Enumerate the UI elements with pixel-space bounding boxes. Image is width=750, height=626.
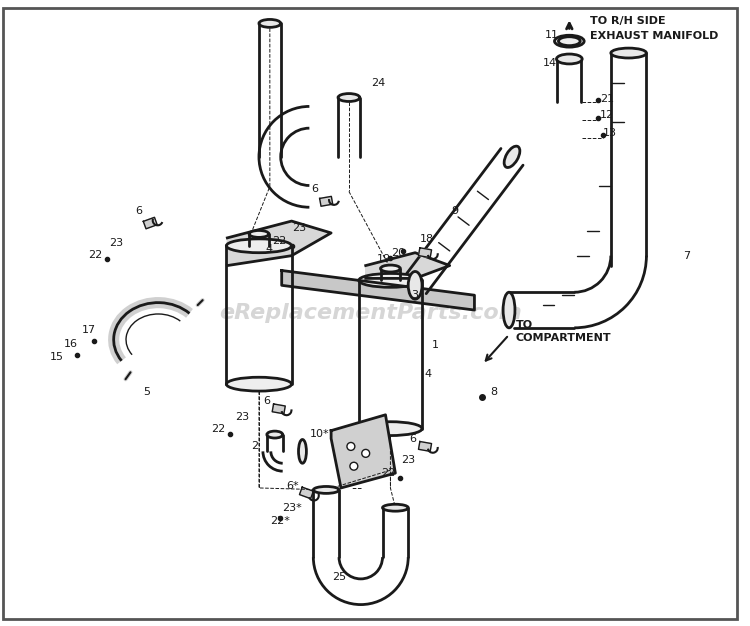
Text: 22: 22	[381, 468, 395, 478]
Text: 8: 8	[490, 387, 498, 397]
Text: 25: 25	[332, 572, 346, 582]
Text: eReplacementParts.com: eReplacementParts.com	[219, 303, 522, 323]
Ellipse shape	[314, 486, 339, 493]
Text: 14: 14	[542, 58, 556, 68]
Text: 7: 7	[683, 250, 691, 260]
Ellipse shape	[338, 93, 360, 101]
Ellipse shape	[559, 37, 580, 46]
Text: 6: 6	[410, 434, 417, 444]
Ellipse shape	[226, 239, 292, 253]
Text: 23: 23	[110, 238, 124, 248]
Ellipse shape	[362, 449, 370, 458]
Ellipse shape	[504, 146, 520, 168]
Text: 10*: 10*	[310, 429, 329, 439]
Polygon shape	[227, 221, 331, 265]
Ellipse shape	[554, 35, 584, 47]
Ellipse shape	[226, 377, 292, 391]
Ellipse shape	[503, 292, 515, 328]
Ellipse shape	[610, 48, 646, 58]
Polygon shape	[272, 404, 285, 414]
Text: 2: 2	[251, 441, 259, 451]
Text: 23: 23	[292, 223, 307, 233]
Text: COMPARTMENT: COMPARTMENT	[516, 332, 611, 342]
Text: 23*: 23*	[282, 503, 302, 513]
Text: 5: 5	[142, 387, 150, 397]
Text: 17: 17	[82, 325, 96, 335]
Text: 22*: 22*	[270, 516, 290, 526]
Text: 21: 21	[600, 93, 614, 103]
Text: 6: 6	[310, 185, 318, 195]
Text: 6: 6	[263, 396, 270, 406]
Text: 24: 24	[371, 78, 386, 88]
Polygon shape	[299, 487, 314, 499]
Text: 18: 18	[420, 234, 434, 244]
Ellipse shape	[358, 422, 422, 436]
Text: TO R/H SIDE: TO R/H SIDE	[590, 16, 666, 26]
Text: EXHAUST MANIFOLD: EXHAUST MANIFOLD	[590, 31, 718, 41]
Text: 11: 11	[544, 30, 559, 40]
Text: 3: 3	[412, 290, 419, 300]
Ellipse shape	[380, 265, 400, 272]
Text: 16: 16	[64, 339, 78, 349]
Polygon shape	[366, 253, 450, 279]
Text: 1: 1	[431, 340, 439, 350]
Text: 22: 22	[272, 236, 286, 246]
Ellipse shape	[556, 54, 582, 64]
Text: 20: 20	[392, 248, 406, 258]
Text: 13: 13	[603, 128, 616, 138]
Text: 15: 15	[50, 352, 64, 362]
Ellipse shape	[358, 274, 422, 287]
Text: 19: 19	[376, 254, 391, 264]
Text: 23: 23	[235, 412, 249, 422]
Polygon shape	[419, 248, 431, 258]
Text: 6*: 6*	[286, 481, 299, 491]
Ellipse shape	[347, 443, 355, 450]
Text: 4: 4	[266, 244, 272, 254]
Polygon shape	[419, 441, 431, 451]
Text: 4: 4	[424, 369, 431, 379]
Text: 12: 12	[600, 110, 614, 120]
Polygon shape	[282, 270, 475, 310]
Ellipse shape	[249, 230, 268, 237]
Text: TO: TO	[516, 320, 533, 330]
Text: 6: 6	[135, 206, 142, 216]
Ellipse shape	[350, 462, 358, 470]
Ellipse shape	[259, 19, 280, 28]
Polygon shape	[320, 197, 333, 206]
Ellipse shape	[408, 272, 422, 299]
Text: 22: 22	[88, 250, 102, 260]
Polygon shape	[331, 415, 395, 488]
Text: 22: 22	[211, 424, 226, 434]
Text: 9: 9	[451, 206, 458, 216]
Ellipse shape	[267, 431, 283, 438]
Ellipse shape	[382, 505, 408, 511]
Text: 23: 23	[401, 455, 416, 465]
Ellipse shape	[298, 439, 307, 463]
Polygon shape	[143, 217, 158, 228]
